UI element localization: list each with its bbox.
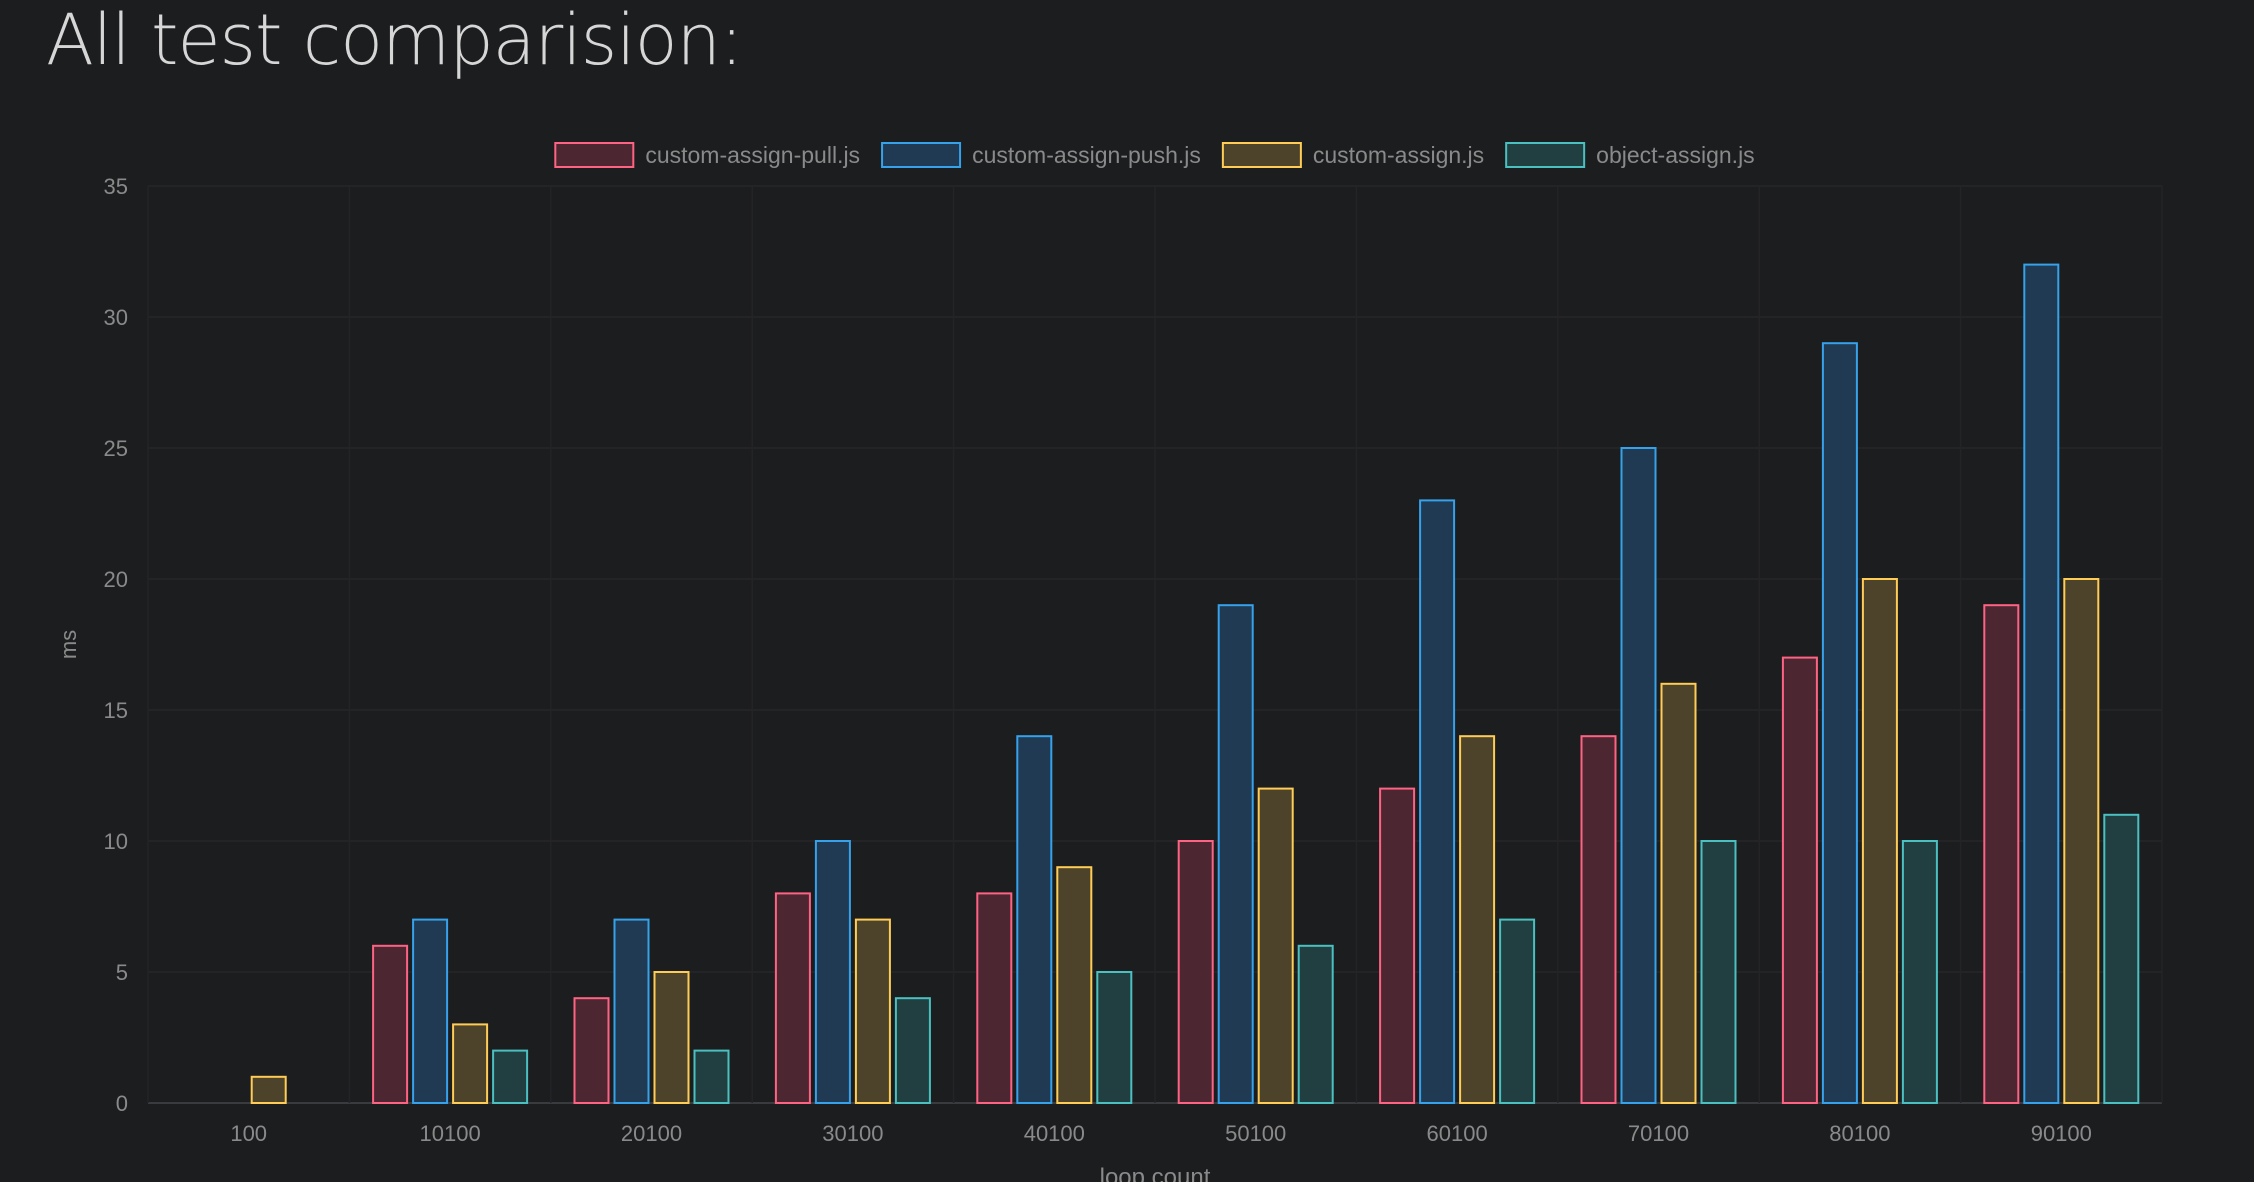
legend-item[interactable]: custom-assign.js xyxy=(1221,142,1484,168)
bar xyxy=(1379,787,1416,1104)
bar xyxy=(2023,263,2060,1105)
y-tick-label: 15 xyxy=(104,698,128,723)
y-tick-label: 25 xyxy=(104,436,128,461)
legend-item[interactable]: custom-assign-pull.js xyxy=(554,142,860,168)
page-title: All test comparision: xyxy=(46,0,743,81)
bar xyxy=(653,971,690,1104)
chart-legend[interactable]: custom-assign-pull.js custom-assign-push.… xyxy=(554,142,1755,168)
legend-swatch xyxy=(881,142,962,168)
x-axis-title: loop count xyxy=(1100,1164,1211,1182)
bar xyxy=(1499,918,1536,1104)
bar xyxy=(693,1049,730,1104)
x-tick-label: 10100 xyxy=(420,1121,481,1146)
bar xyxy=(412,918,449,1104)
legend-item[interactable]: custom-assign-push.js xyxy=(881,142,1201,168)
x-tick-label: 90100 xyxy=(2031,1121,2092,1146)
bar xyxy=(1861,578,1898,1104)
bar xyxy=(1297,944,1334,1104)
bar xyxy=(1177,840,1214,1104)
bar xyxy=(814,840,851,1104)
y-tick-label: 35 xyxy=(104,174,128,199)
bar xyxy=(372,944,409,1104)
y-axis-title: ms xyxy=(56,630,81,659)
bar xyxy=(1056,866,1093,1105)
bar xyxy=(1983,604,2020,1104)
bar xyxy=(2103,813,2140,1104)
x-tick-label: 60100 xyxy=(1427,1121,1488,1146)
bar xyxy=(492,1049,529,1104)
bar xyxy=(854,918,891,1104)
legend-swatch xyxy=(554,142,635,168)
chart-ticks: 0 5 10 15 20 25 30 35 100 10100 20100 30100 40100 501… xyxy=(104,174,2092,1146)
bar xyxy=(1016,735,1053,1104)
bar xyxy=(1660,682,1697,1104)
bar xyxy=(774,892,811,1105)
bar xyxy=(1700,840,1737,1104)
bar xyxy=(1901,840,1938,1104)
bar xyxy=(452,1023,489,1105)
bar xyxy=(1419,499,1456,1104)
y-tick-label: 5 xyxy=(116,960,128,985)
legend-swatch xyxy=(1221,142,1302,168)
bar xyxy=(1257,787,1294,1104)
x-tick-label: 100 xyxy=(230,1121,267,1146)
x-tick-label: 70100 xyxy=(1628,1121,1689,1146)
legend-label: custom-assign-push.js xyxy=(972,142,1201,168)
bar xyxy=(1781,656,1818,1104)
bar xyxy=(1620,447,1657,1104)
y-tick-label: 30 xyxy=(104,305,128,330)
y-tick-label: 10 xyxy=(104,829,128,854)
bar xyxy=(613,918,650,1104)
bar xyxy=(573,997,610,1105)
x-tick-label: 40100 xyxy=(1024,1121,1085,1146)
bar xyxy=(2063,578,2100,1104)
legend-item[interactable]: object-assign.js xyxy=(1505,142,1755,168)
bar xyxy=(1580,735,1617,1104)
legend-swatch xyxy=(1505,142,1586,168)
x-tick-label: 20100 xyxy=(621,1121,682,1146)
legend-label: custom-assign-pull.js xyxy=(645,142,860,168)
bar xyxy=(1821,342,1858,1104)
bar xyxy=(1096,971,1133,1104)
bar xyxy=(976,892,1013,1105)
y-tick-label: 0 xyxy=(116,1091,128,1116)
x-tick-label: 50100 xyxy=(1225,1121,1286,1146)
bar xyxy=(1459,735,1496,1104)
x-tick-label: 80100 xyxy=(1829,1121,1890,1146)
x-tick-label: 30100 xyxy=(822,1121,883,1146)
legend-label: object-assign.js xyxy=(1596,142,1755,168)
legend-label: custom-assign.js xyxy=(1313,142,1484,168)
chart-grid xyxy=(147,185,2163,1104)
y-tick-label: 20 xyxy=(104,567,128,592)
bar xyxy=(894,997,931,1105)
chart-bars xyxy=(250,263,2140,1105)
bar xyxy=(1217,604,1254,1104)
bar xyxy=(250,1075,287,1105)
